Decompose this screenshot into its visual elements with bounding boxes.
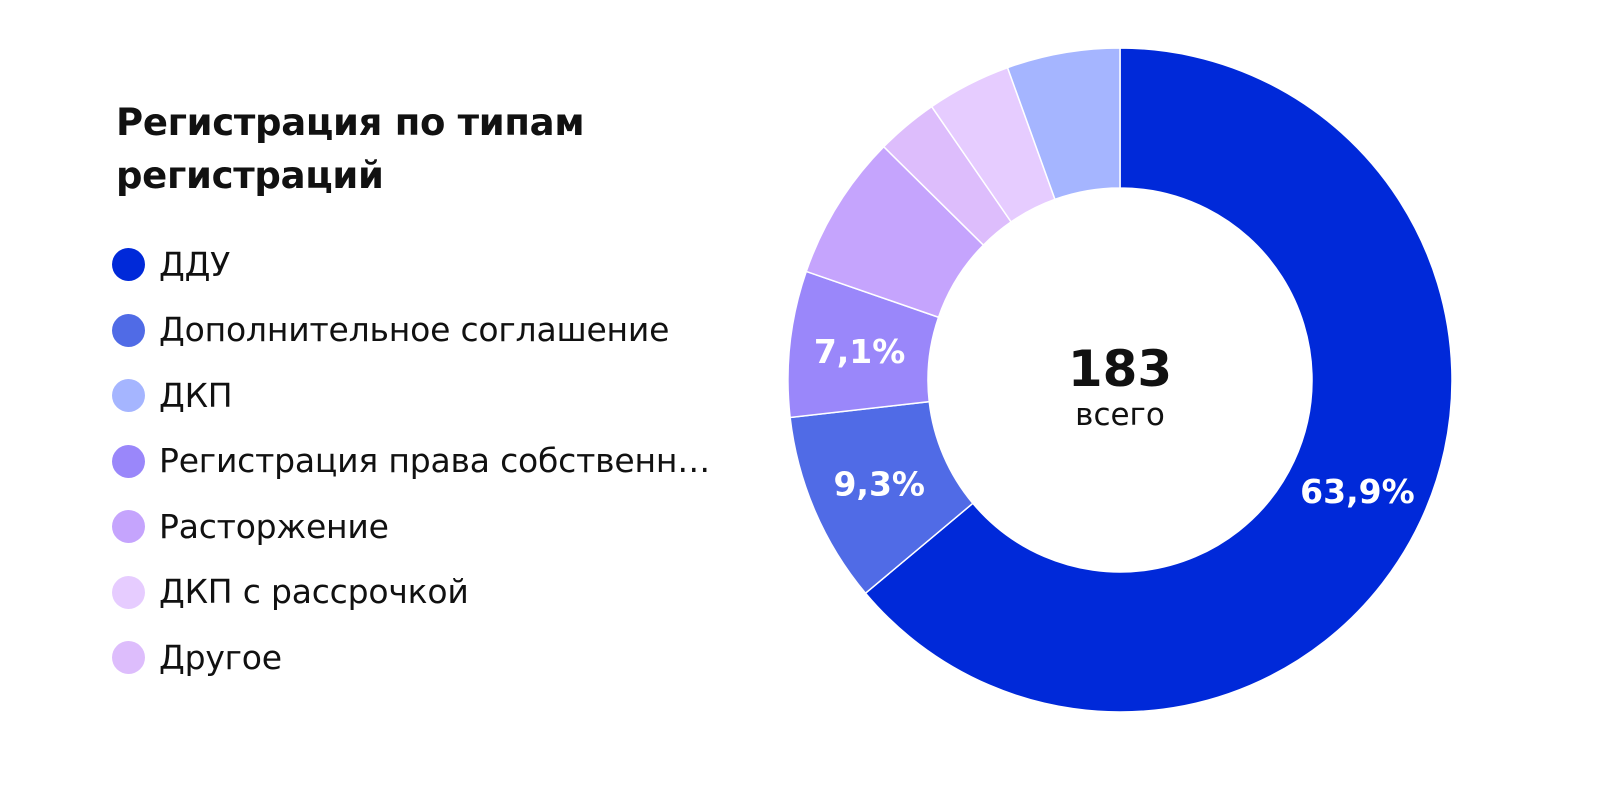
legend-label: ДКП с рассрочкой <box>159 572 469 612</box>
donut-slice-labels: 63,9% 9,3% 7,1% <box>814 332 1415 511</box>
center-total: 183 <box>1068 340 1172 398</box>
legend-label: Регистрация права собственн… <box>159 441 711 481</box>
slice-data-label: 9,3% <box>833 464 925 503</box>
legend-item: Другое <box>112 625 710 691</box>
legend-item: Расторжение <box>112 494 710 560</box>
center-caption: всего <box>1075 397 1165 433</box>
donut-chart: 63,9% 9,3% 7,1% 183 всего <box>787 47 1453 713</box>
chart-title: Регистрация по типам регистраций <box>116 101 585 197</box>
legend-label: Дополнительное соглашение <box>159 310 670 350</box>
legend-swatch <box>112 379 145 413</box>
donut-slice-дкп <box>1006 47 1121 201</box>
legend-label: Расторжение <box>159 506 389 546</box>
legend-swatch <box>112 575 145 609</box>
legend-swatch <box>112 248 145 282</box>
legend-label: ДДУ <box>159 244 231 284</box>
legend-item: Регистрация права собственн… <box>112 429 710 495</box>
legend-swatch <box>112 444 145 478</box>
legend-swatch <box>112 313 145 347</box>
legend-item: ДДУ <box>112 232 710 298</box>
legend-swatch <box>112 641 145 675</box>
legend-label: ДКП <box>159 375 233 415</box>
donut-slice-дду <box>864 47 1453 713</box>
legend-item: ДКП с рассрочкой <box>112 560 710 626</box>
slice-data-label: 7,1% <box>814 332 906 371</box>
legend-item: ДКП <box>112 363 710 429</box>
donut-slices <box>787 47 1453 713</box>
legend-item: Дополнительное соглашение <box>112 298 710 364</box>
legend-label: Другое <box>159 637 282 677</box>
slice-data-label: 63,9% <box>1300 472 1415 511</box>
chart-legend: ДДУ Дополнительное соглашение ДКП Регистрац… <box>112 232 710 691</box>
legend-swatch <box>112 510 145 544</box>
